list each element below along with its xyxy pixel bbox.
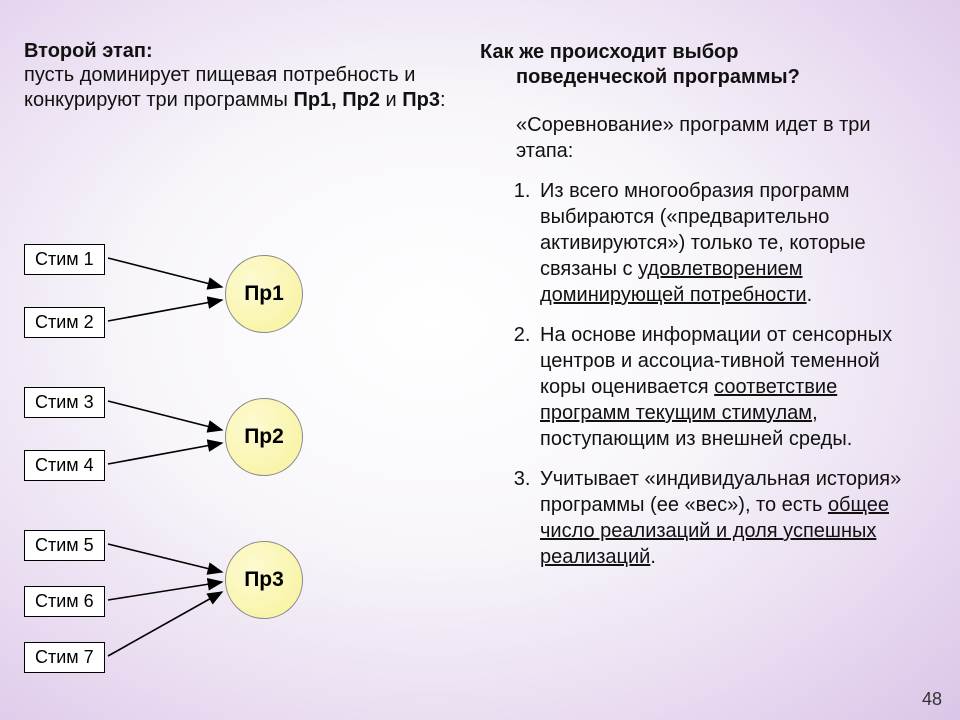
program-circle-3: Пр3 xyxy=(225,541,303,619)
step1-post: . xyxy=(807,284,813,306)
stim-box-2: Стим 2 xyxy=(24,307,105,338)
stim-box-5: Стим 5 xyxy=(24,530,105,561)
arrow-2 xyxy=(108,300,222,321)
right-heading: Как же происходит выбор поведенческой пр… xyxy=(480,40,930,90)
stim-box-3: Стим 3 xyxy=(24,387,105,418)
step-2: На основе информации от сенсорных центро… xyxy=(536,322,930,452)
stim-box-4: Стим 4 xyxy=(24,450,105,481)
program-circle-1: Пр1 xyxy=(225,255,303,333)
arrow-6 xyxy=(108,582,222,600)
arrow-5 xyxy=(108,544,222,572)
step3-post: . xyxy=(650,546,656,568)
intro-text: «Соревнование» программ идет в три этапа… xyxy=(516,114,871,162)
page-number: 48 xyxy=(922,689,942,710)
step-1: Из всего многообразия программ выбираютс… xyxy=(536,178,930,308)
diagram-area: Стим 1 Стим 2 Стим 3 Стим 4 Стим 5 Стим 6 Стим… xyxy=(0,0,460,720)
heading-line2: поведенческой программы? xyxy=(480,66,800,88)
heading-line1: Как же происходит выбор xyxy=(480,41,739,63)
arrow-1 xyxy=(108,258,222,287)
arrow-7 xyxy=(108,592,222,656)
stim-box-7: Стим 7 xyxy=(24,642,105,673)
program-circle-2: Пр2 xyxy=(225,398,303,476)
stim-box-1: Стим 1 xyxy=(24,244,105,275)
arrow-3 xyxy=(108,401,222,430)
arrow-4 xyxy=(108,443,222,464)
stim-box-6: Стим 6 xyxy=(24,586,105,617)
right-column: Как же происходит выбор поведенческой пр… xyxy=(480,40,930,584)
steps-list: Из всего многообразия программ выбираютс… xyxy=(480,178,930,570)
right-intro: «Соревнование» программ идет в три этапа… xyxy=(480,112,930,164)
step-3: Учитывает «индивидуальная история» прогр… xyxy=(536,466,930,570)
